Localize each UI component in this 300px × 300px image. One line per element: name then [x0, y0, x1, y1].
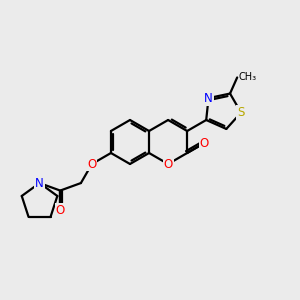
Text: N: N	[35, 177, 44, 190]
Text: N: N	[204, 92, 213, 105]
Text: O: O	[87, 158, 97, 170]
Text: O: O	[164, 158, 173, 170]
Text: S: S	[237, 106, 245, 119]
Text: O: O	[200, 137, 209, 150]
Text: CH₃: CH₃	[238, 73, 256, 82]
Text: O: O	[56, 204, 65, 217]
